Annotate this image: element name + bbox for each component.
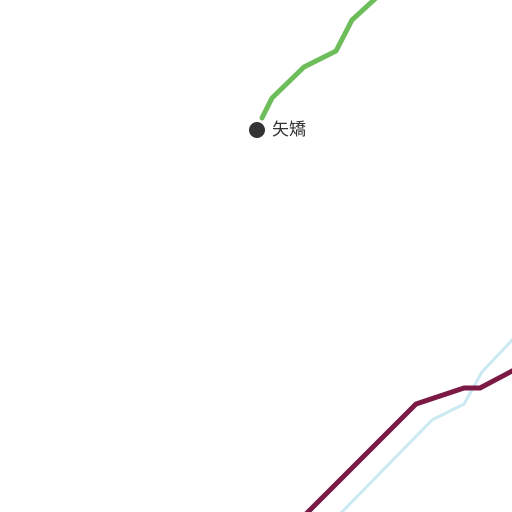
green-route-line: [259, 0, 378, 121]
station-marker[interactable]: [249, 122, 265, 138]
maroon-route-line: [304, 368, 512, 512]
station-label[interactable]: 矢矯: [272, 120, 306, 140]
light-blue-route-line: [339, 337, 512, 512]
